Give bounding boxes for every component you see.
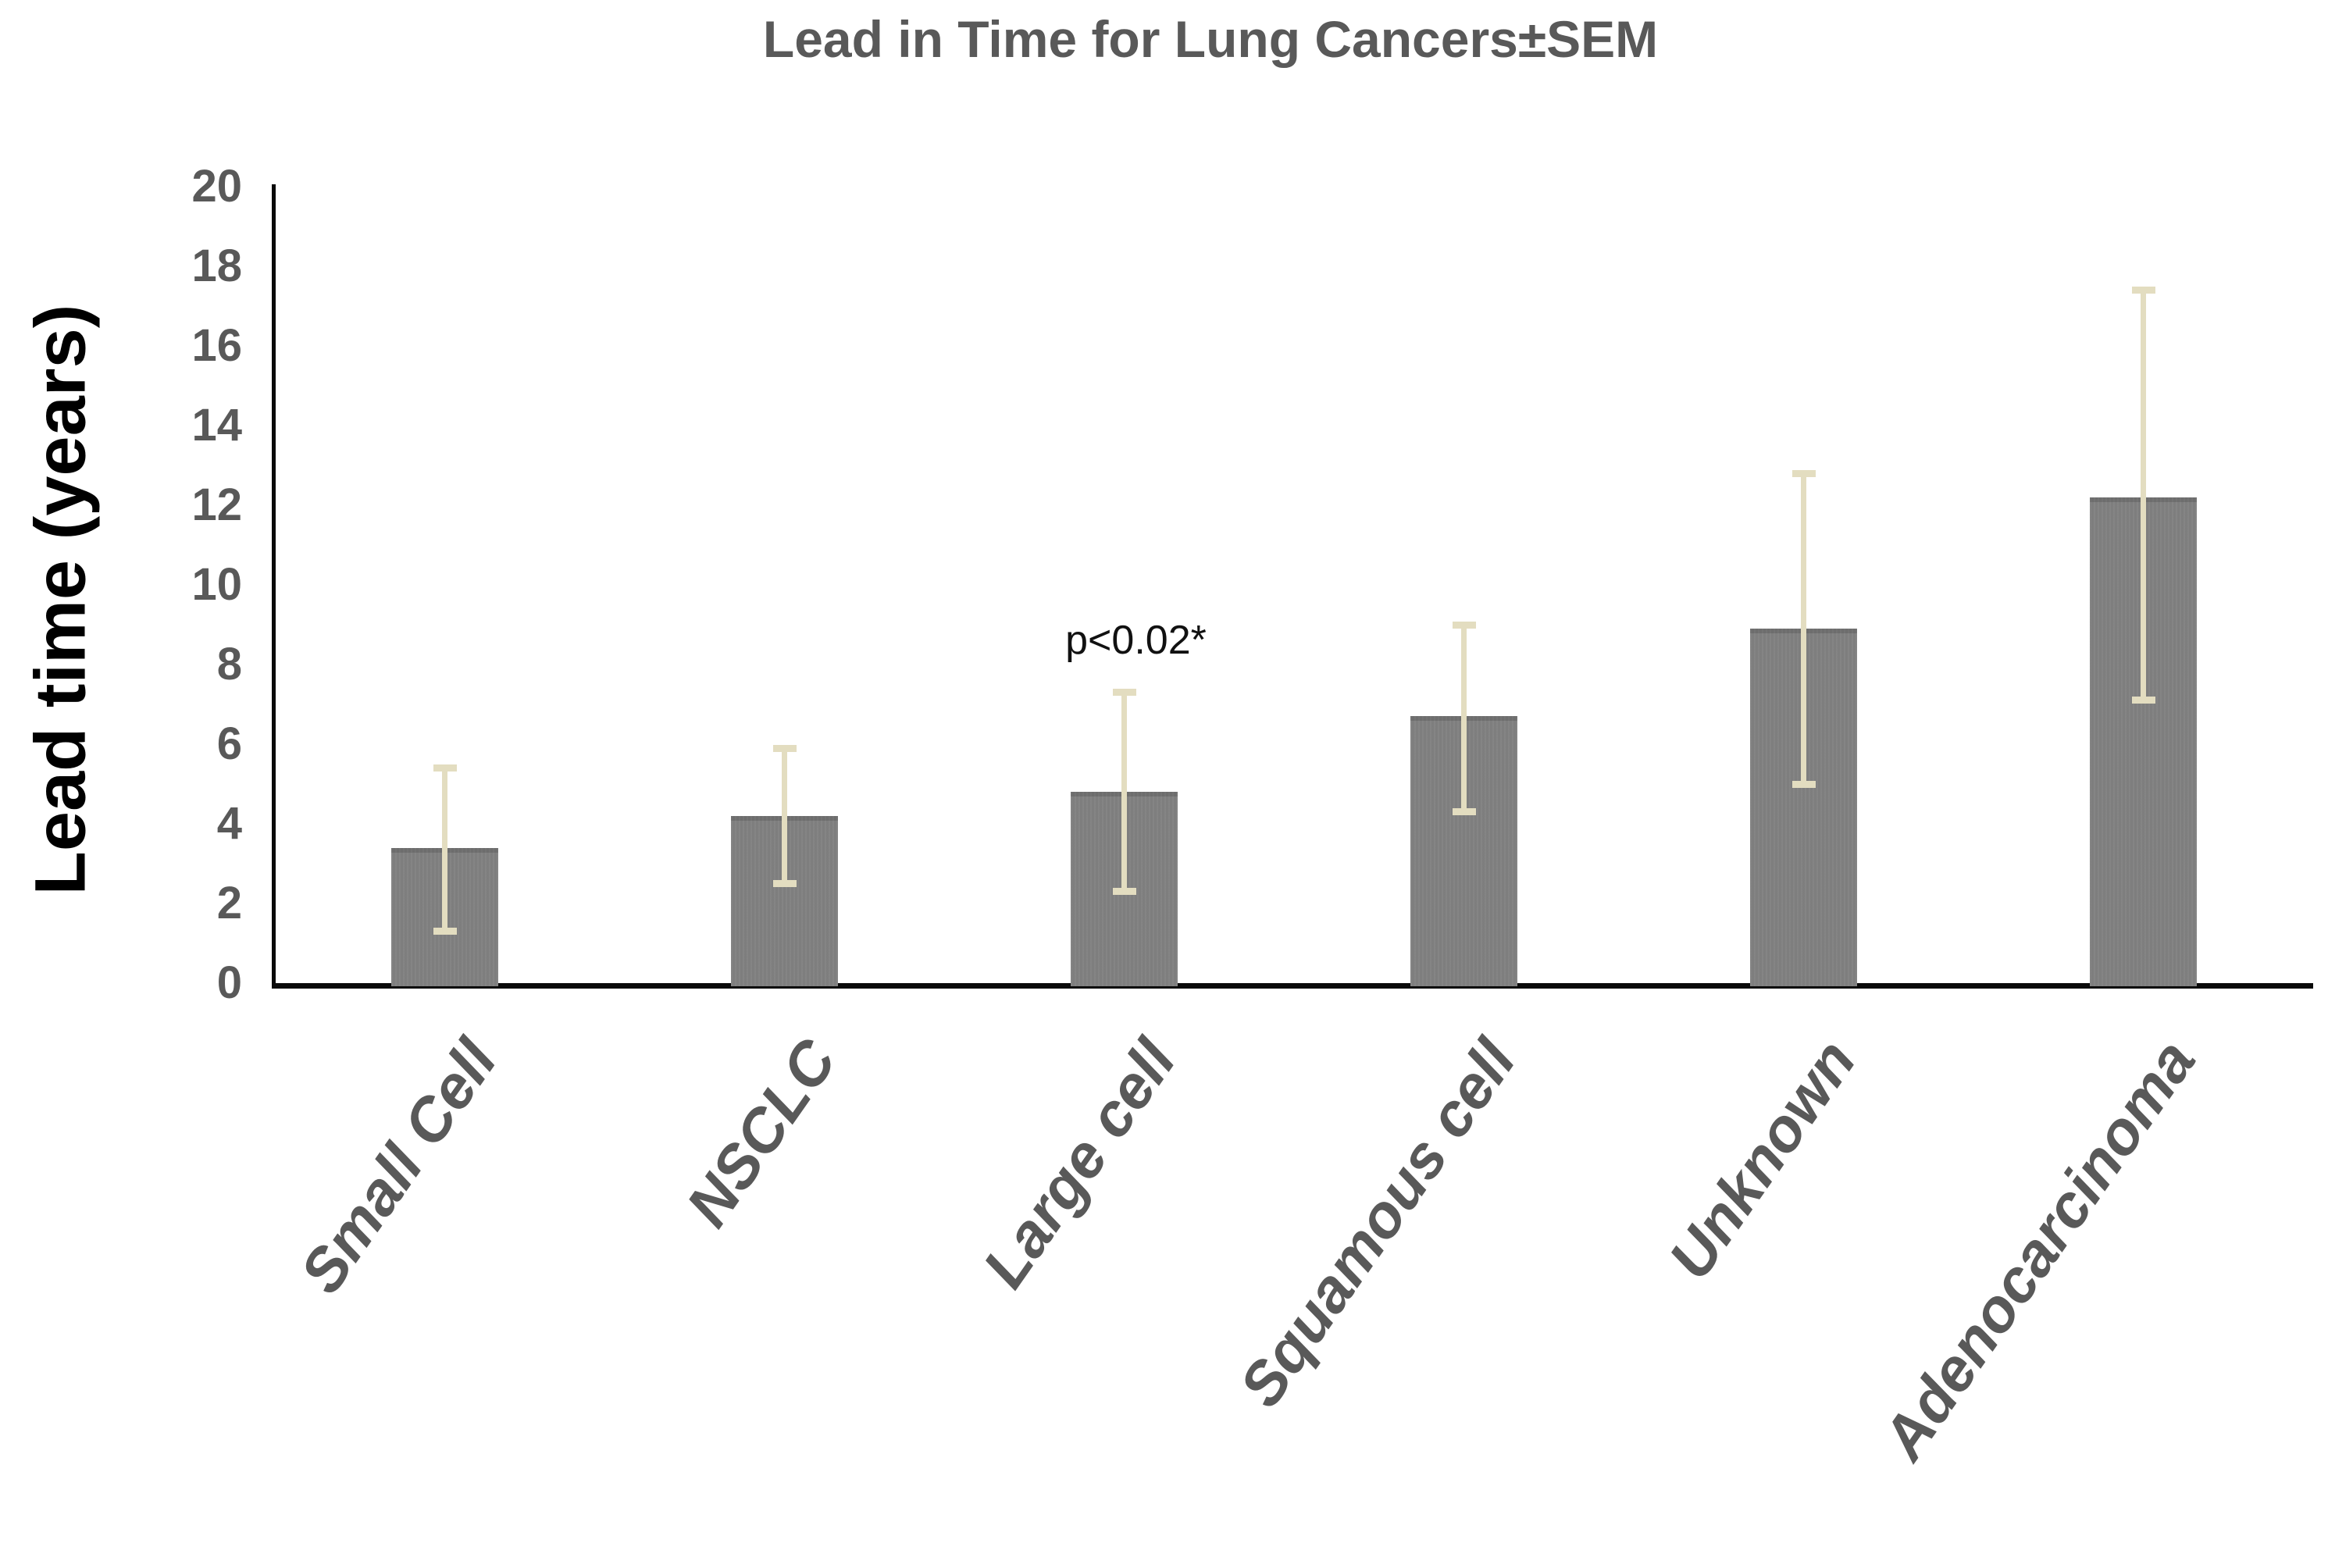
y-tick-label: 8	[216, 639, 242, 690]
y-tick-label: 20	[191, 161, 242, 212]
y-tick-label: 4	[216, 798, 242, 849]
x-axis-line	[272, 983, 2313, 989]
error-bar-bottom-cap-small-cell	[433, 928, 457, 935]
error-bar-line-squamous-cell	[1461, 625, 1467, 812]
y-axis-label: Lead time (years)	[20, 304, 101, 896]
error-bar-bottom-cap-adenocarcinoma	[2131, 697, 2155, 704]
error-bar-line-adenocarcinoma	[2141, 290, 2146, 700]
bar-unknown	[1750, 629, 1857, 986]
error-bar-bottom-cap-nsclc	[772, 880, 797, 887]
error-bar-bottom-cap-squamous-cell	[1452, 808, 1476, 816]
y-tick-label: 10	[191, 559, 242, 610]
y-tick-label: 18	[191, 241, 242, 291]
error-bar-line-unknown	[1801, 473, 1806, 784]
x-category-label-adenocarcinoma: Adenocarcinoma	[1868, 1027, 2209, 1472]
error-bar-top-cap-large-cell	[1112, 689, 1136, 697]
error-bar-line-nsclc	[782, 748, 787, 884]
x-category-label-small-cell: Small Cell	[286, 1027, 510, 1306]
error-bar-top-cap-small-cell	[433, 764, 457, 772]
error-bar-top-cap-adenocarcinoma	[2131, 287, 2155, 294]
error-bar-top-cap-unknown	[1791, 469, 1816, 477]
x-category-label-squamous-cell: Squamous cell	[1225, 1027, 1529, 1419]
x-category-label-nsclc: NSCLC	[672, 1027, 850, 1239]
y-tick-label: 12	[191, 479, 242, 530]
y-axis-line	[272, 184, 276, 989]
x-category-label-large-cell: Large cell	[969, 1027, 1189, 1300]
y-tick-label: 6	[216, 718, 242, 769]
y-tick-label: 16	[191, 320, 242, 371]
significance-annotation: p<0.02*	[1065, 618, 1207, 664]
x-category-label-unknown: Unknown	[1655, 1027, 1869, 1292]
y-tick-label: 0	[216, 957, 242, 1008]
chart-title: Lead in Time for Lung Cancers±SEM	[762, 10, 1659, 68]
error-bar-line-small-cell	[442, 768, 447, 932]
y-tick-label: 2	[216, 878, 242, 928]
error-bar-line-large-cell	[1121, 692, 1127, 892]
error-bar-top-cap-squamous-cell	[1452, 621, 1476, 629]
bar-adenocarcinoma	[2090, 497, 2197, 986]
error-bar-top-cap-nsclc	[772, 744, 797, 752]
bar-squamous-cell	[1410, 716, 1517, 986]
error-bar-bottom-cap-large-cell	[1112, 888, 1136, 896]
error-bar-bottom-cap-unknown	[1791, 780, 1816, 788]
y-tick-label: 14	[191, 400, 242, 451]
